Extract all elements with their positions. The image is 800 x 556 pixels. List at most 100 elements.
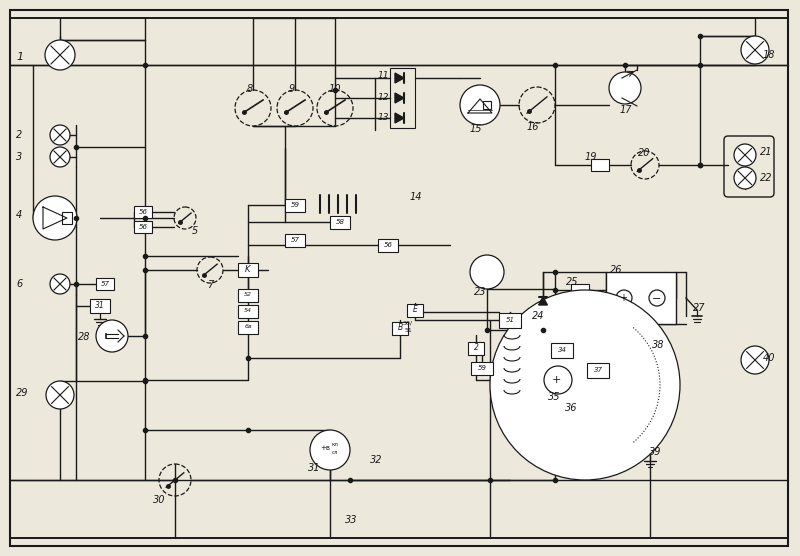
Text: E: E bbox=[413, 305, 418, 315]
Text: B: B bbox=[398, 324, 402, 332]
Bar bbox=[96, 278, 114, 290]
Text: 35: 35 bbox=[548, 392, 561, 402]
Text: 31: 31 bbox=[308, 463, 321, 473]
Text: 2: 2 bbox=[16, 130, 22, 140]
Circle shape bbox=[741, 36, 769, 64]
Circle shape bbox=[50, 147, 70, 167]
Circle shape bbox=[649, 290, 665, 306]
Bar bbox=[468, 341, 484, 355]
Circle shape bbox=[734, 167, 756, 189]
Text: 33: 33 bbox=[345, 515, 358, 525]
Text: 56: 56 bbox=[383, 242, 393, 248]
Circle shape bbox=[734, 144, 756, 166]
Bar bbox=[483, 101, 491, 109]
Text: 1: 1 bbox=[16, 52, 23, 62]
Circle shape bbox=[741, 346, 769, 374]
Bar bbox=[407, 304, 423, 316]
Circle shape bbox=[310, 430, 350, 470]
Polygon shape bbox=[395, 93, 404, 103]
Text: 59: 59 bbox=[478, 365, 486, 371]
Bar bbox=[134, 221, 152, 233]
Text: 17: 17 bbox=[620, 105, 633, 115]
Text: 30/: 30/ bbox=[403, 320, 413, 325]
Text: 56: 56 bbox=[138, 209, 147, 215]
Circle shape bbox=[616, 290, 632, 306]
Text: 15: 15 bbox=[470, 124, 482, 134]
Bar bbox=[390, 68, 415, 128]
Text: 10: 10 bbox=[329, 84, 342, 94]
Text: 20: 20 bbox=[638, 148, 650, 158]
Text: 6: 6 bbox=[16, 279, 22, 289]
Bar bbox=[392, 321, 408, 335]
Text: +в: +в bbox=[320, 445, 330, 451]
Text: 29: 29 bbox=[16, 388, 29, 398]
Text: сл: сл bbox=[332, 449, 338, 454]
Bar bbox=[591, 159, 609, 171]
Bar bbox=[471, 361, 493, 375]
Bar bbox=[238, 320, 258, 334]
Text: 27: 27 bbox=[693, 303, 706, 313]
Text: 37: 37 bbox=[594, 367, 602, 373]
Text: 6в: 6в bbox=[244, 325, 252, 330]
Text: 4: 4 bbox=[16, 210, 22, 220]
Circle shape bbox=[50, 274, 70, 294]
Bar bbox=[330, 216, 350, 229]
Text: 34: 34 bbox=[558, 347, 566, 353]
Bar bbox=[238, 289, 258, 301]
Bar bbox=[285, 234, 305, 246]
Bar bbox=[606, 272, 676, 324]
Text: кл: кл bbox=[332, 443, 339, 448]
Circle shape bbox=[609, 72, 641, 104]
Bar bbox=[551, 342, 573, 358]
Text: 28: 28 bbox=[78, 332, 90, 342]
Bar bbox=[134, 206, 152, 218]
Text: 13: 13 bbox=[378, 113, 390, 122]
Text: 59: 59 bbox=[290, 202, 299, 208]
Text: 31: 31 bbox=[95, 301, 105, 310]
Text: 32: 32 bbox=[370, 455, 382, 465]
Text: 57: 57 bbox=[290, 237, 299, 243]
Text: 30: 30 bbox=[153, 495, 166, 505]
Circle shape bbox=[470, 255, 504, 289]
Bar bbox=[499, 312, 521, 327]
Text: 52: 52 bbox=[244, 292, 252, 297]
Text: 18: 18 bbox=[763, 50, 775, 60]
Polygon shape bbox=[395, 113, 404, 123]
Bar bbox=[571, 284, 589, 296]
Text: 12: 12 bbox=[378, 93, 390, 102]
Text: 51: 51 bbox=[506, 317, 514, 323]
Text: −: − bbox=[652, 294, 662, 304]
Text: 5: 5 bbox=[192, 226, 198, 236]
Text: 16: 16 bbox=[527, 122, 539, 132]
Bar bbox=[285, 198, 305, 211]
Bar bbox=[587, 363, 609, 378]
Text: K: K bbox=[246, 266, 250, 275]
Text: 23: 23 bbox=[474, 287, 486, 297]
Text: 2: 2 bbox=[474, 344, 478, 353]
Circle shape bbox=[33, 196, 77, 240]
Text: 26: 26 bbox=[610, 265, 622, 275]
Circle shape bbox=[544, 366, 572, 394]
Text: 25: 25 bbox=[566, 277, 578, 287]
Circle shape bbox=[45, 40, 75, 70]
Text: 22: 22 bbox=[760, 173, 773, 183]
Text: 56: 56 bbox=[138, 224, 147, 230]
Bar bbox=[238, 263, 258, 277]
Text: +: + bbox=[619, 293, 627, 303]
Bar bbox=[62, 212, 72, 224]
Text: 24: 24 bbox=[532, 311, 545, 321]
Text: 36: 36 bbox=[565, 403, 578, 413]
Text: 21: 21 bbox=[760, 147, 773, 157]
Circle shape bbox=[96, 320, 128, 352]
Bar bbox=[238, 305, 258, 317]
Text: 7: 7 bbox=[207, 280, 214, 290]
Text: +: + bbox=[551, 375, 561, 385]
Text: 39: 39 bbox=[649, 447, 662, 457]
Circle shape bbox=[460, 85, 500, 125]
Text: 9: 9 bbox=[289, 84, 295, 94]
Circle shape bbox=[490, 290, 680, 480]
Text: 51: 51 bbox=[405, 327, 413, 332]
Text: 58: 58 bbox=[335, 219, 345, 225]
Circle shape bbox=[50, 125, 70, 145]
Bar bbox=[90, 299, 110, 313]
